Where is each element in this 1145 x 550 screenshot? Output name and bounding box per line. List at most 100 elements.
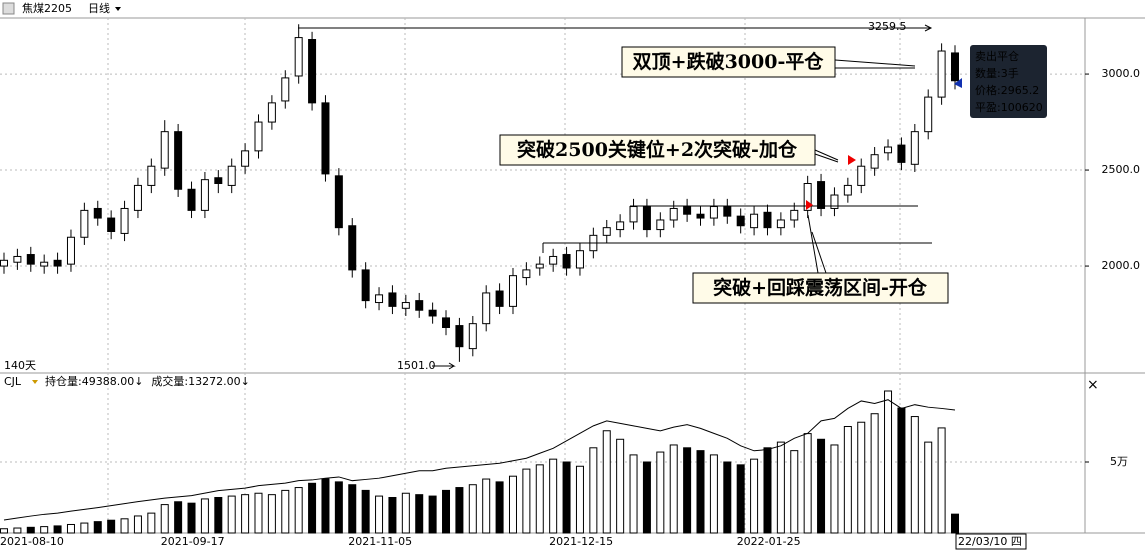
candle-body: [388, 292, 397, 307]
candle-body: [562, 254, 571, 269]
candle-body: [857, 165, 866, 186]
leader-lines: [807, 59, 916, 274]
candle-body: [93, 207, 102, 219]
candle-body: [133, 184, 142, 211]
candle-body: [616, 221, 625, 231]
volume-bar: [80, 522, 89, 534]
candle-body: [120, 207, 129, 234]
candle-body: [575, 250, 584, 269]
volume-bar: [884, 390, 893, 534]
volume-bar: [616, 438, 625, 534]
sell-signal: [954, 78, 962, 88]
volume-bar: [575, 465, 584, 534]
volume-bar: [642, 461, 651, 534]
candle-body: [897, 144, 906, 163]
volume-bar: [723, 461, 732, 534]
note: 双顶+跌破3000-平仓: [633, 50, 825, 73]
volume-bar: [214, 496, 223, 534]
volume-bar: [830, 444, 839, 534]
x-tick-label: 2021-11-05: [348, 535, 412, 548]
candle-body: [375, 294, 384, 304]
volume-bar: [468, 484, 477, 534]
volume-bar: [803, 433, 812, 534]
volume-bar: [200, 498, 209, 534]
volume-bar: [13, 527, 22, 534]
indicator-name: CJL: [4, 375, 22, 388]
candle-body: [66, 236, 75, 265]
candle-body: [308, 39, 317, 104]
candle-body: [442, 317, 451, 328]
candle-body: [415, 300, 424, 311]
y-tick-label: 3000.0: [1102, 67, 1141, 80]
y-tick-label: 2000.0: [1102, 259, 1141, 272]
volume-bar: [562, 461, 571, 534]
volume-bar: [522, 468, 531, 534]
volume-bar: [241, 494, 250, 534]
volume-bar: [669, 444, 678, 534]
volume-bar: [790, 450, 799, 534]
close-button[interactable]: ×: [1087, 377, 1099, 393]
volume-bar: [388, 496, 397, 534]
volume-bar: [549, 458, 558, 534]
volume-bar: [455, 487, 464, 534]
candle-body: [642, 206, 651, 231]
volume-bar: [776, 441, 785, 534]
candle-body: [910, 131, 919, 165]
volume-bar: [924, 441, 933, 534]
candle-body: [763, 211, 772, 229]
candle-body: [227, 165, 236, 186]
candle-body: [709, 206, 718, 219]
open-interest-line: [3, 399, 956, 521]
symbol[interactable]: 焦煤2205: [22, 2, 72, 15]
volume-bar: [107, 519, 116, 534]
volume-bar: [415, 494, 424, 534]
candle-body: [817, 181, 826, 209]
candle-body: [267, 102, 276, 123]
volume-bar: [696, 450, 705, 534]
candle-body: [482, 292, 491, 325]
candle-body: [214, 177, 223, 185]
volume-bar: [857, 421, 866, 534]
candle-body: [669, 207, 678, 221]
volume-bar: [482, 478, 491, 534]
volume-bar: [321, 478, 330, 534]
candle-body: [884, 146, 893, 154]
candle-body: [174, 131, 183, 190]
dropdown-arrow[interactable]: [32, 380, 38, 384]
volume-bar: [937, 427, 946, 534]
volume-bar: [401, 492, 410, 534]
x-tick-label: 2021-08-10: [0, 535, 64, 548]
note: 突破2500关键位+2次突破-加仓: [517, 138, 798, 161]
candle-body: [455, 325, 464, 348]
dropdown-arrow[interactable]: [115, 7, 121, 11]
volume-bar: [334, 481, 343, 534]
candle-body: [803, 183, 812, 211]
arrow: [432, 362, 456, 370]
candle-body: [937, 50, 946, 98]
high-label: 3259.5: [868, 20, 907, 33]
candle-body: [870, 154, 879, 169]
candle-body: [830, 194, 839, 209]
candle-body: [602, 227, 611, 236]
volume-bar: [174, 501, 183, 534]
tooltip-line: 价格:2965.2: [975, 83, 1039, 97]
volume-bar: [870, 413, 879, 534]
volume-bar: [683, 447, 692, 534]
volume-bar: [897, 407, 906, 534]
candle-body: [790, 209, 799, 221]
period[interactable]: 日线: [88, 1, 110, 15]
volume-bar: [187, 502, 196, 534]
volume-bar: [120, 518, 129, 534]
volume-bar: [428, 495, 437, 534]
candle-body: [535, 263, 544, 269]
volume-bar: [0, 528, 8, 534]
menu-icon[interactable]: [2, 2, 15, 15]
candle-body: [160, 131, 169, 169]
candle-body: [951, 52, 959, 82]
x-tick-label: 2021-12-15: [549, 535, 613, 548]
volume-bar: [133, 515, 142, 534]
volume-bar: [442, 489, 451, 534]
low-label: 1501.0: [397, 359, 436, 372]
volume-bar: [308, 482, 317, 534]
days-label: 140天: [4, 359, 36, 372]
